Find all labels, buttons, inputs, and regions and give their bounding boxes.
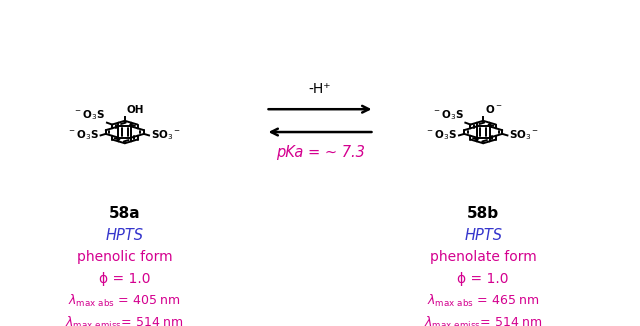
Text: 58b: 58b <box>467 206 499 221</box>
Text: OH: OH <box>127 105 144 115</box>
Text: ϕ = 1.0: ϕ = 1.0 <box>99 272 150 286</box>
Text: 58a: 58a <box>109 206 141 221</box>
Text: $^-$O$_3$S: $^-$O$_3$S <box>67 128 99 142</box>
Text: HPTS: HPTS <box>106 228 144 243</box>
Text: phenolic form: phenolic form <box>77 250 173 264</box>
Text: $\lambda_{\mathrm{max\ abs}}$ = 405 nm: $\lambda_{\mathrm{max\ abs}}$ = 405 nm <box>68 293 181 309</box>
Text: $^-$O$_3$S: $^-$O$_3$S <box>425 128 457 142</box>
Text: O$^-$: O$^-$ <box>485 103 503 115</box>
Text: ϕ = 1.0: ϕ = 1.0 <box>458 272 509 286</box>
Text: $^-$O$_3$S: $^-$O$_3$S <box>431 108 463 122</box>
Text: $^-$O$_3$S: $^-$O$_3$S <box>73 108 105 122</box>
Text: HPTS: HPTS <box>464 228 502 243</box>
Text: $\lambda_{\mathrm{max\ emiss}}$= 514 nm: $\lambda_{\mathrm{max\ emiss}}$= 514 nm <box>424 315 543 326</box>
Text: phenolate form: phenolate form <box>430 250 536 264</box>
Text: pKa = ∼ 7.3: pKa = ∼ 7.3 <box>276 145 364 160</box>
Text: $\lambda_{\mathrm{max\ emiss}}$= 514 nm: $\lambda_{\mathrm{max\ emiss}}$= 514 nm <box>65 315 184 326</box>
Text: $\lambda_{\mathrm{max\ abs}}$ = 465 nm: $\lambda_{\mathrm{max\ abs}}$ = 465 nm <box>427 293 540 309</box>
Text: -H⁺: -H⁺ <box>308 82 332 96</box>
Text: SO$_3$$^-$: SO$_3$$^-$ <box>151 128 181 142</box>
Text: SO$_3$$^-$: SO$_3$$^-$ <box>509 128 540 142</box>
